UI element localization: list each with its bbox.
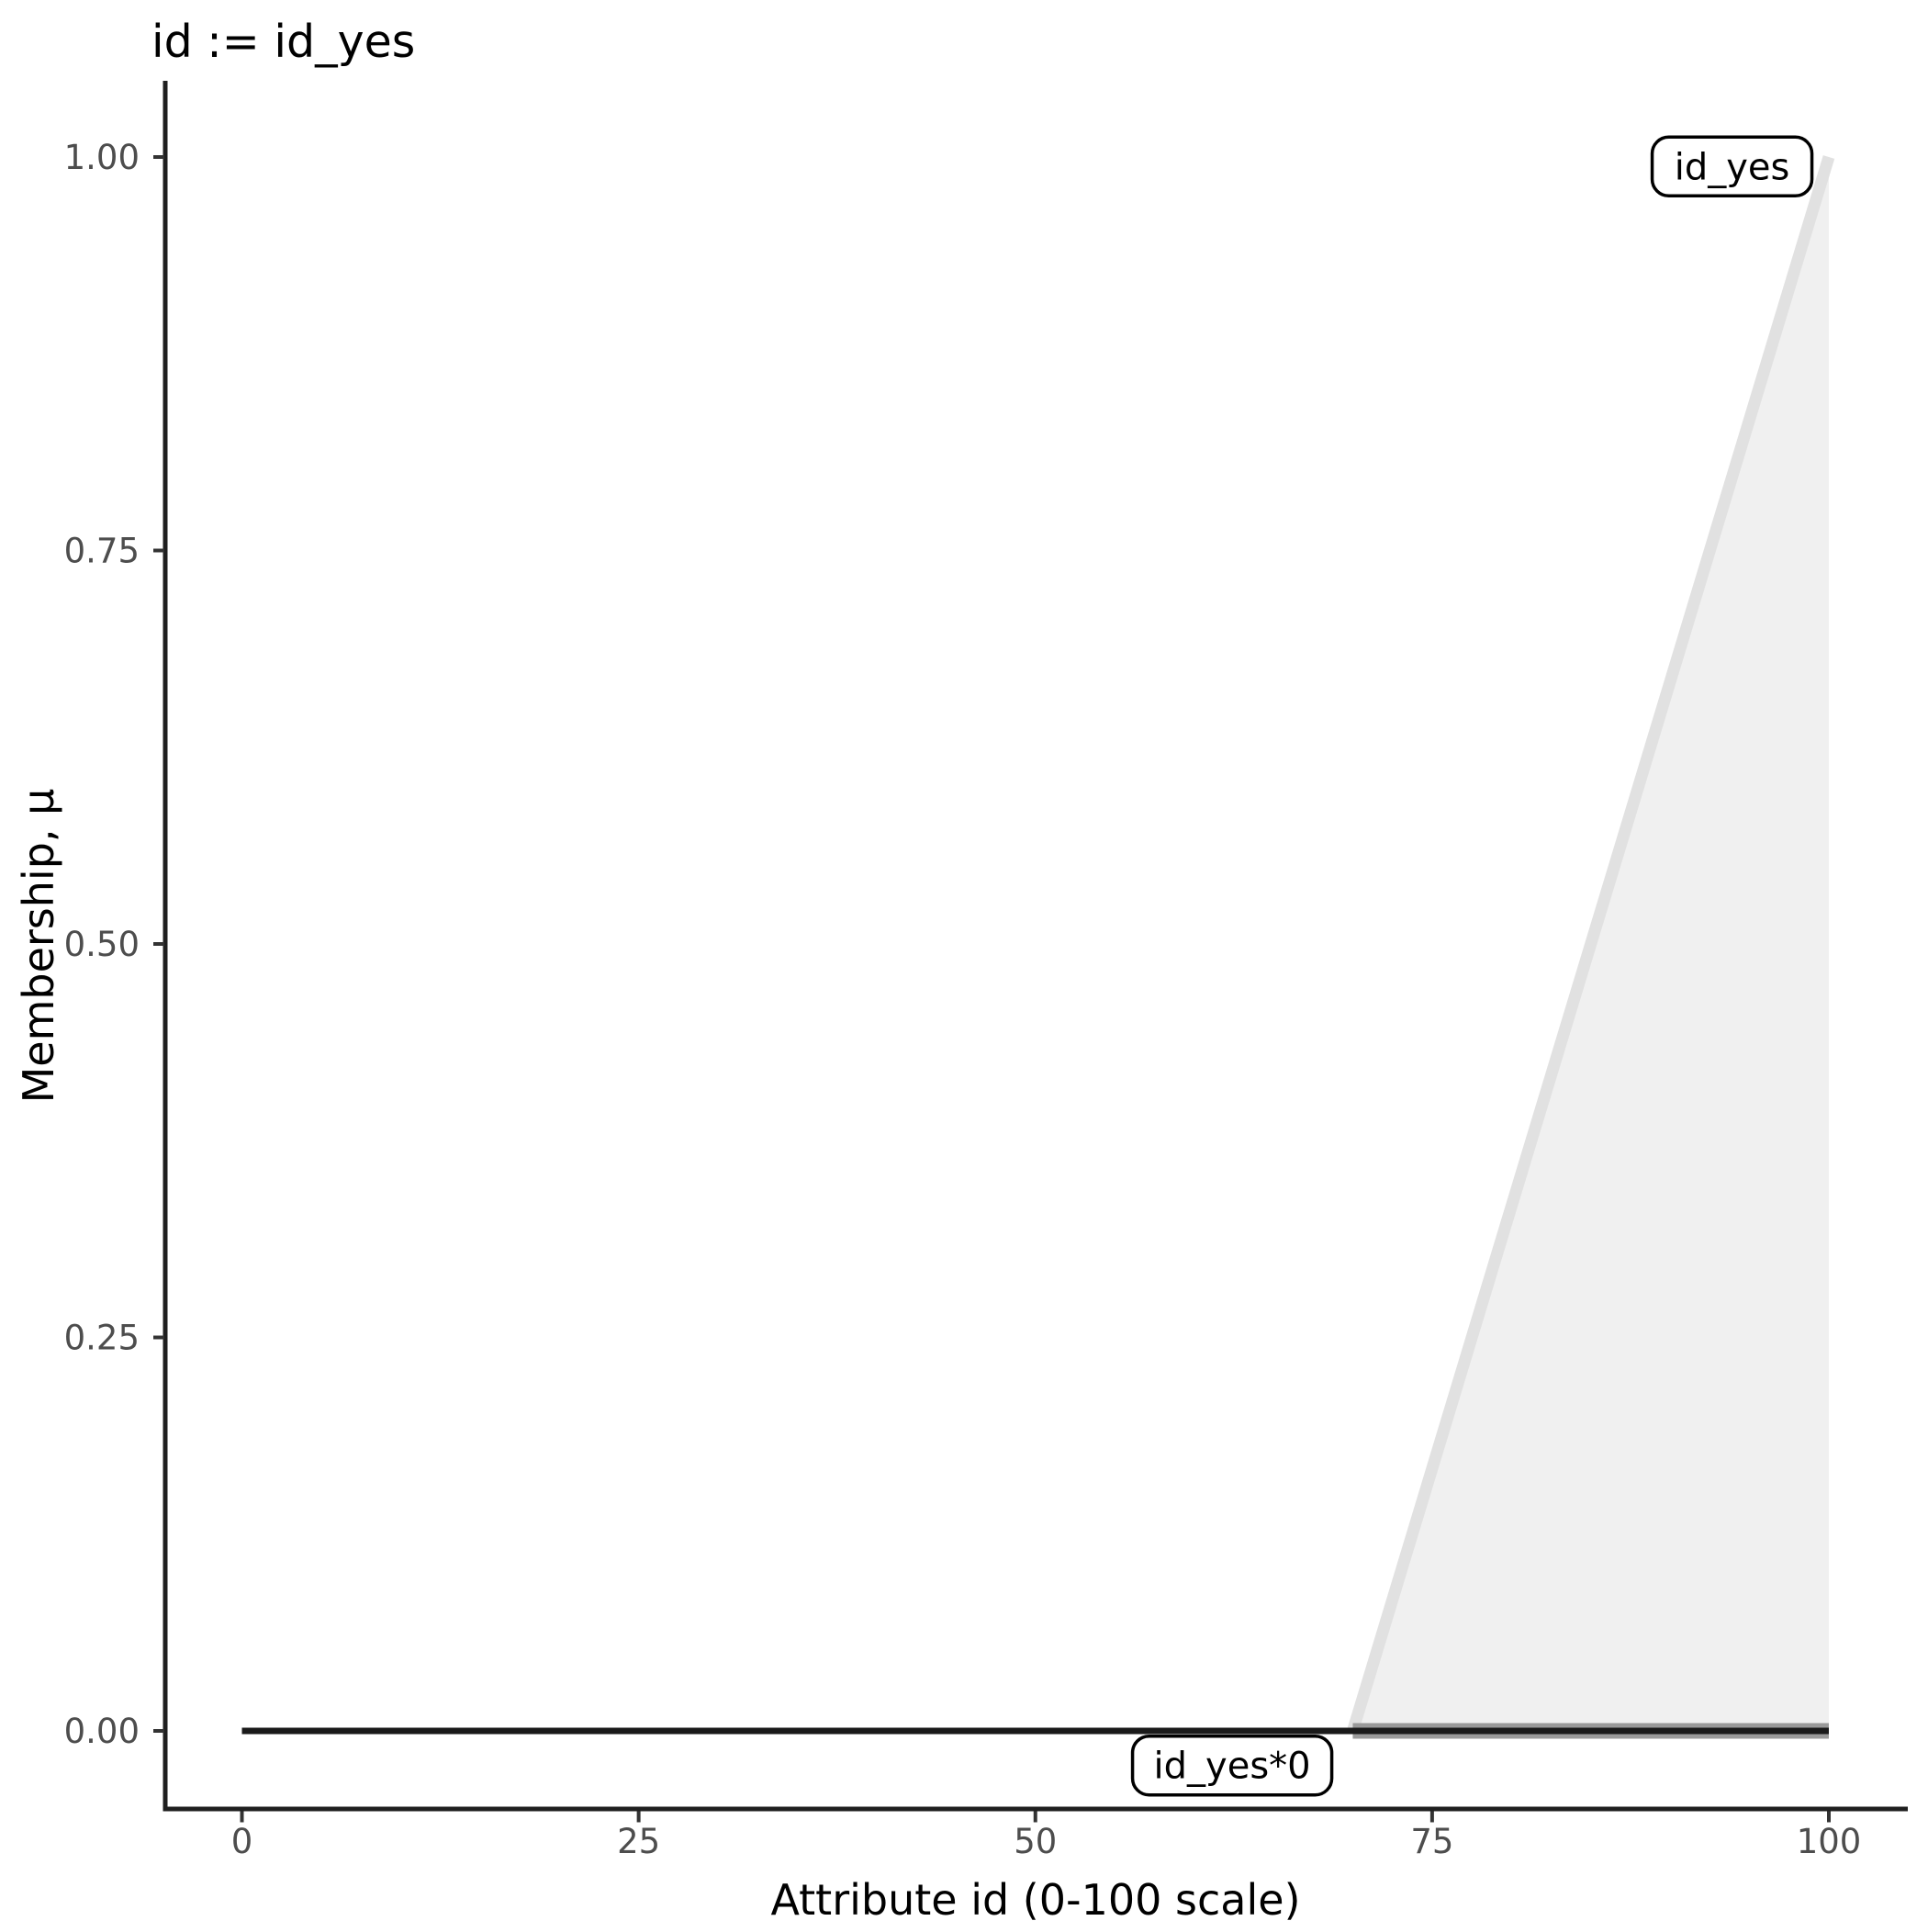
annotation-label-id_yes: id_yes (1675, 146, 1790, 188)
y-tick-label: 0.25 (64, 1319, 140, 1358)
y-axis-title: Membership, μ (14, 789, 63, 1104)
x-tick-label: 25 (617, 1822, 660, 1861)
annotation-label-id_yes00: id_yes*0 (1154, 1746, 1311, 1788)
x-tick-label: 100 (1797, 1822, 1862, 1861)
annotation-box-id_yes (1650, 135, 1814, 198)
annotation-box-id_yes00 (1130, 1734, 1334, 1797)
x-tick-label: 0 (231, 1822, 253, 1861)
x-axis-title: Attribute id (0-100 scale) (770, 1875, 1300, 1925)
x-tick-label: 50 (1014, 1822, 1057, 1861)
x-tick-label: 75 (1410, 1822, 1453, 1861)
plot-title: id := id_yes (151, 16, 415, 68)
axis-layer (163, 81, 1908, 1812)
series-layer (241, 155, 1835, 1739)
membership-line-id_yes (1347, 155, 1835, 1733)
y-tick-label: 0.75 (64, 532, 140, 571)
y-tick-label: 1.00 (64, 138, 140, 177)
annotation-layer: id_yes id_yes*0 (1130, 135, 1814, 1797)
y-tick-label: 0.50 (64, 925, 140, 964)
y-tick-label: 0.00 (64, 1712, 140, 1751)
tick-layer: 0 25 50 75 100 0.00 0.25 0.50 0.75 1.00 (64, 138, 1862, 1861)
